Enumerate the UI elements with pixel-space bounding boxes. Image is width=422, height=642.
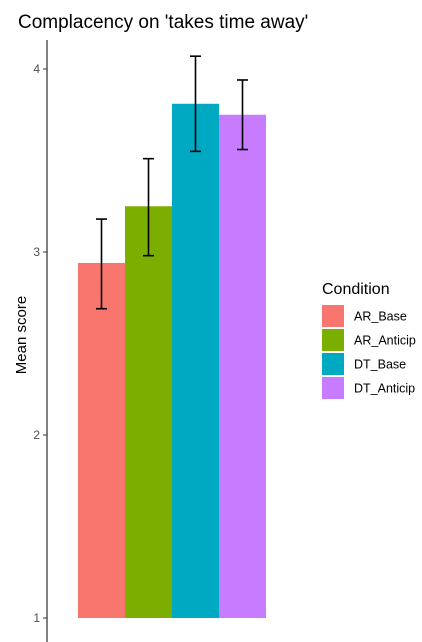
bars [78,103,266,618]
legend: Condition AR_Base AR_Anticip DT_Base DT_Ant… [322,281,416,399]
bar-dt-base [172,103,219,618]
bar-dt-anticip [219,114,266,618]
bar-ar-anticip [125,206,172,618]
legend-label: AR_Anticip [354,334,416,348]
legend-item: DT_Base [322,353,406,375]
legend-label: DT_Base [354,358,406,372]
error-bar [190,55,201,153]
legend-swatch [322,353,344,375]
bar-ar-base [78,262,125,618]
legend-label: AR_Base [354,310,407,324]
legend-items: AR_Base AR_Anticip DT_Base DT_Anticip [322,305,416,399]
y-tick-label: 3 [33,245,40,259]
legend-title: Condition [322,281,390,298]
legend-item: AR_Base [322,305,407,327]
y-tick-label: 4 [33,62,40,76]
y-axis-label: Mean score [13,296,30,374]
legend-swatch [322,305,344,327]
error-bar [143,157,154,257]
y-tick-label: 1 [33,611,40,625]
legend-label: DT_Anticip [354,382,415,396]
legend-swatch [322,377,344,399]
error-bars [96,55,248,310]
legend-swatch [322,329,344,351]
legend-item: DT_Anticip [322,377,415,399]
error-bar [96,218,107,310]
y-axis-ticks: 1 2 3 4 [33,62,47,625]
y-tick-label: 2 [33,428,40,442]
chart-title: Complacency on 'takes time away' [18,12,308,33]
legend-item: AR_Anticip [322,329,416,351]
error-bar [237,79,248,151]
